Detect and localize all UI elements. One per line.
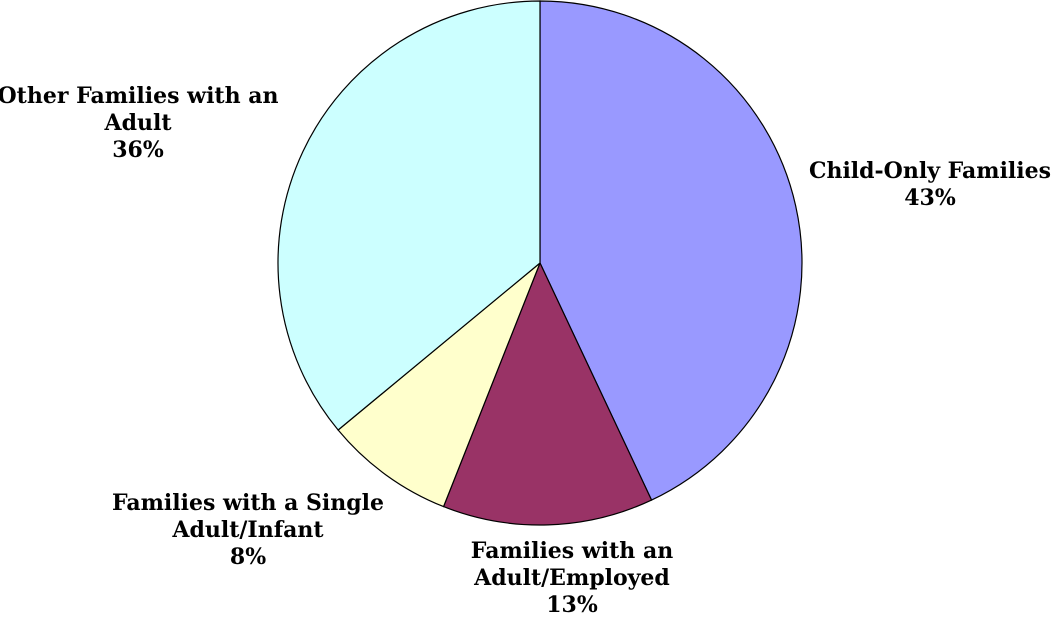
slice-value-label: 13%	[546, 592, 598, 618]
pie-slice-1	[539, 0, 803, 501]
slice-name-line: Families with an	[471, 538, 673, 564]
slice-name-line: Adult/Employed	[473, 565, 670, 591]
slice-name-line: Families with a Single	[112, 490, 384, 516]
pie-slice-2	[442, 261, 653, 526]
pie-slices	[277, 0, 803, 526]
pie-slice-3	[337, 262, 541, 508]
slice-value-label: 36%	[112, 137, 164, 163]
slice-name-line: Other Families with an	[0, 83, 279, 109]
slice-name-line: Child-Only Families	[809, 158, 1051, 184]
slice-name-line: Adult	[104, 110, 173, 136]
slice-value-label: 8%	[230, 544, 266, 570]
pie-slice-4	[277, 0, 541, 431]
slice-name-line: Adult/Infant	[171, 517, 324, 543]
slice-value-label: 43%	[904, 185, 956, 211]
